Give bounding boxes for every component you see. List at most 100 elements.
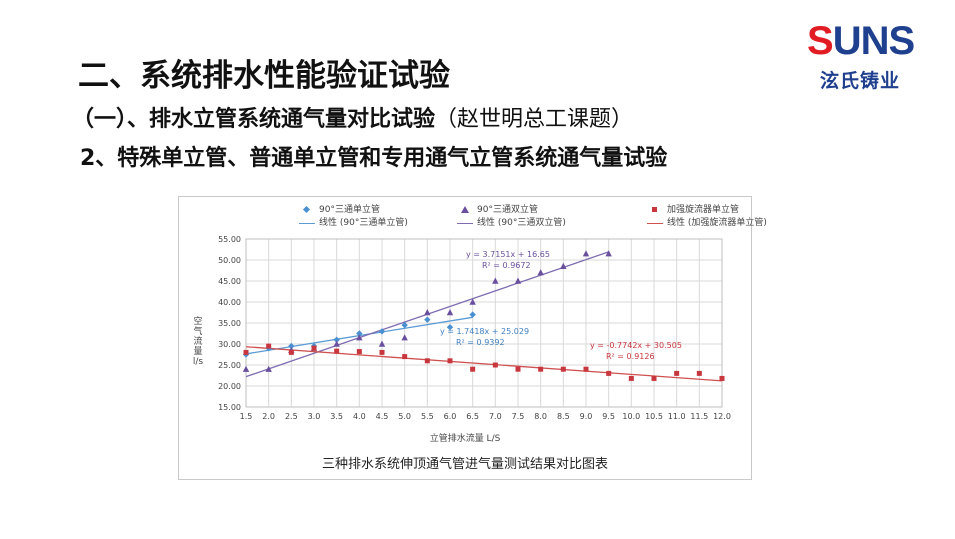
data-point-series-2 bbox=[356, 334, 363, 341]
data-point-series-1 bbox=[288, 342, 295, 350]
data-point-series-3 bbox=[311, 345, 317, 351]
data-point-series-1 bbox=[333, 336, 340, 343]
data-point-series-3 bbox=[651, 375, 657, 381]
legend-item-trend-2: 线性 (90°三通双立管) bbox=[457, 217, 566, 230]
data-point-series-3 bbox=[424, 358, 430, 364]
data-point-series-3 bbox=[538, 366, 544, 372]
data-point-series-3 bbox=[288, 349, 294, 355]
data-point-series-3 bbox=[606, 370, 612, 376]
legend-label: 线性 (90°三通双立管) bbox=[477, 218, 566, 228]
chart-caption: 三种排水系统伸顶通气管进气量测试结果对比图表 bbox=[321, 457, 608, 472]
data-point-series-3 bbox=[674, 370, 680, 376]
x-tick-label: 2.0 bbox=[262, 412, 275, 421]
legend-item-trend-3: 线性 (加强旋流器单立管) bbox=[647, 217, 767, 230]
brand-logo: SUNS bbox=[807, 20, 919, 62]
y-tick-label: 55.00 bbox=[218, 235, 241, 244]
data-point-series-2 bbox=[446, 309, 454, 316]
x-tick-label: 12.0 bbox=[713, 412, 731, 421]
data-point-series-3 bbox=[243, 349, 249, 355]
legend-label: 线性 (加强旋流器单立管) bbox=[667, 218, 767, 228]
data-point-series-2 bbox=[333, 340, 340, 347]
subtitle-note: （赵世明总工课题） bbox=[435, 107, 634, 132]
data-point-series-2 bbox=[265, 365, 272, 372]
y-tick-label: 40.00 bbox=[218, 298, 241, 307]
line-marker-icon bbox=[647, 218, 663, 228]
data-point-series-2 bbox=[605, 250, 612, 257]
x-tick-label: 10.5 bbox=[645, 412, 663, 421]
data-point-series-2 bbox=[242, 365, 250, 372]
x-tick-label: 5.0 bbox=[398, 412, 411, 421]
section-heading: 2、特殊单立管、普通单立管和专用通气立管系统通气量试验 bbox=[80, 146, 668, 171]
slide-subtitle: （一）、排水立管系统通气量对比试验（赵世明总工课题） bbox=[72, 101, 633, 133]
data-point-series-1 bbox=[378, 328, 386, 335]
legend-label: 90°三通单立管 bbox=[319, 205, 380, 215]
data-point-series-2 bbox=[378, 340, 386, 347]
x-tick-label: 4.0 bbox=[353, 412, 366, 421]
chart-frame: 90°三通单立管 90°三通双立管 加强旋流器单立管 线性 (90°三通单立管)… bbox=[178, 196, 767, 480]
y-tick-label: 20.00 bbox=[218, 382, 241, 391]
legend-item-series-3: 加强旋流器单立管 bbox=[647, 204, 739, 217]
line-marker-icon bbox=[457, 218, 473, 228]
x-tick-label: 4.5 bbox=[376, 412, 389, 421]
chart-legend: 90°三通单立管 90°三通双立管 加强旋流器单立管 线性 (90°三通单立管)… bbox=[275, 204, 767, 234]
data-point-series-3 bbox=[492, 362, 498, 368]
x-tick-label: 7.5 bbox=[512, 412, 525, 421]
data-point-series-2 bbox=[560, 262, 567, 269]
trendline-r2: R² = 0.9126 bbox=[606, 352, 655, 361]
y-tick-label: 15.00 bbox=[218, 403, 241, 412]
y-tick-label: 35.00 bbox=[218, 319, 241, 328]
data-point-series-1 bbox=[469, 311, 476, 318]
data-point-series-1 bbox=[356, 330, 363, 337]
data-point-series-1 bbox=[446, 324, 454, 331]
y-tick-label: 50.00 bbox=[218, 256, 241, 265]
data-point-series-3 bbox=[379, 349, 385, 355]
data-point-series-3 bbox=[470, 366, 476, 372]
legend-item-series-2: 90°三通双立管 bbox=[457, 204, 538, 217]
data-point-series-1 bbox=[401, 321, 408, 329]
triangle-marker-icon bbox=[457, 205, 473, 215]
line-marker-icon bbox=[299, 218, 315, 228]
brand-name: 泫氏铸业 bbox=[820, 70, 901, 92]
x-tick-label: 9.5 bbox=[602, 412, 615, 421]
legend-label: 线性 (90°三通单立管) bbox=[319, 218, 408, 228]
data-point-series-3 bbox=[334, 348, 340, 354]
x-tick-label: 11.5 bbox=[690, 412, 708, 421]
logo-letter-s: S bbox=[807, 19, 834, 63]
trendline-equation: y = 3.7151x + 16.65 bbox=[466, 250, 550, 259]
legend-label: 90°三通双立管 bbox=[477, 205, 538, 215]
x-tick-label: 7.0 bbox=[489, 412, 502, 421]
data-point-series-2 bbox=[582, 250, 590, 257]
x-tick-label: 3.5 bbox=[330, 412, 343, 421]
trendline-3 bbox=[245, 346, 723, 382]
trendline-equation: y = -0.7742x + 30.505 bbox=[590, 341, 682, 350]
legend-item-trend-1: 线性 (90°三通单立管) bbox=[299, 217, 408, 230]
plot-area-border bbox=[245, 238, 723, 408]
x-tick-label: 9.0 bbox=[580, 412, 593, 421]
y-tick-label: 30.00 bbox=[218, 340, 241, 349]
y-axis-label: 空气流量 l/s bbox=[192, 317, 204, 367]
trendline-equation: y = 1.7418x + 25.029 bbox=[440, 327, 529, 336]
y-tick-label: 25.00 bbox=[218, 361, 241, 370]
data-point-series-2 bbox=[401, 334, 408, 341]
x-tick-label: 6.5 bbox=[466, 412, 479, 421]
chart-plot: 1.5 2.0 2.5 3.0 3.5 4.0 4.5 5.0 5.5 6.0 6.5 7.0 7.5 8… bbox=[218, 235, 731, 421]
x-tick-label: 8.0 bbox=[534, 412, 547, 421]
x-tick-label: 3.0 bbox=[308, 412, 321, 421]
legend-label: 加强旋流器单立管 bbox=[667, 205, 740, 215]
square-marker-icon bbox=[647, 205, 663, 215]
data-point-series-2 bbox=[492, 277, 499, 284]
data-point-series-2 bbox=[469, 298, 476, 305]
x-tick-label: 6.0 bbox=[444, 412, 457, 421]
data-point-series-1 bbox=[424, 316, 431, 323]
x-tick-label: 2.5 bbox=[285, 412, 298, 421]
x-axis-label: 立管排水流量 L/S bbox=[429, 434, 501, 444]
trendline-r2: R² = 0.9392 bbox=[456, 338, 505, 347]
data-point-series-3 bbox=[583, 366, 589, 372]
data-point-series-3 bbox=[719, 375, 725, 381]
subtitle-bold: （一）、排水立管系统通气量对比试验 bbox=[72, 107, 436, 132]
x-tick-label: 5.5 bbox=[421, 412, 434, 421]
legend-item-series-1: 90°三通单立管 bbox=[299, 204, 380, 217]
x-tick-label: 8.5 bbox=[557, 412, 570, 421]
data-point-series-2 bbox=[424, 309, 431, 316]
data-point-series-3 bbox=[628, 375, 634, 381]
